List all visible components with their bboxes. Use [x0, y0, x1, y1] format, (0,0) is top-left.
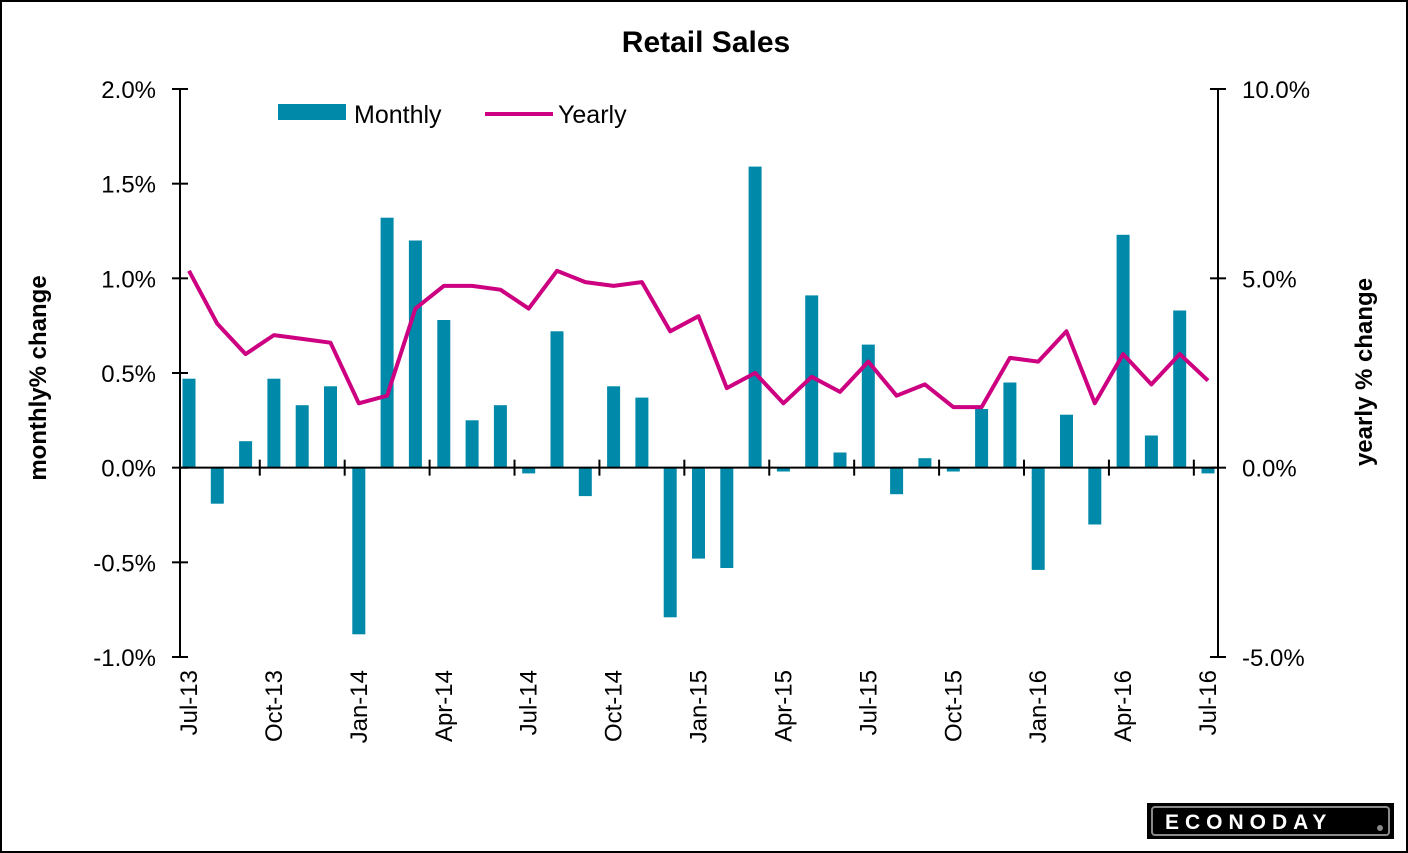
- bar-monthly-apr-16: [1116, 234, 1130, 468]
- bar-monthly-jul-15: [861, 344, 875, 468]
- bar-monthly-may-14: [465, 420, 479, 468]
- logo-background: [1147, 803, 1394, 839]
- bar-monthly-jun-14: [493, 405, 507, 468]
- bar-monthly-sep-14: [578, 467, 592, 497]
- y-tick-label-left: 1.5%: [101, 172, 156, 199]
- bar-monthly-nov-14: [635, 397, 649, 468]
- bar-monthly-aug-14: [550, 331, 564, 468]
- bar-monthly-feb-16: [1060, 414, 1073, 468]
- logo-text: ECONODAY: [1165, 811, 1332, 834]
- bar-monthly-oct-14: [607, 386, 621, 468]
- bar-monthly-oct-13: [267, 378, 281, 468]
- x-tick-label: Jan-16: [1025, 670, 1052, 743]
- bar-monthly-oct-15: [946, 467, 960, 472]
- bar-monthly-aug-13: [210, 467, 224, 504]
- y-tick-label-left: 0.5%: [101, 361, 156, 388]
- x-tick-label: Jan-14: [346, 670, 373, 743]
- bar-monthly-jan-14: [352, 467, 366, 635]
- x-tick-label: Oct-15: [940, 670, 967, 742]
- bar-monthly-jun-15: [833, 452, 847, 468]
- x-tick-label: Jul-13: [176, 670, 203, 735]
- y-axis-label-left: monthly% change: [25, 275, 52, 480]
- bar-monthly-jul-14: [522, 467, 536, 474]
- bar-monthly-aug-15: [890, 467, 904, 495]
- bar-monthly-sep-13: [239, 441, 253, 468]
- bar-monthly-may-16: [1144, 435, 1158, 468]
- bar-monthly-dec-14: [663, 467, 677, 618]
- x-tick-label: Apr-15: [770, 670, 797, 742]
- bar-monthly-jul-16: [1201, 467, 1215, 474]
- bar-monthly-apr-14: [437, 320, 451, 468]
- bar-monthly-mar-15: [748, 166, 762, 468]
- y-tick-label-right: 10.0%: [1242, 77, 1310, 104]
- bar-monthly-jan-16: [1031, 467, 1045, 570]
- line-yearly: [187, 268, 1210, 410]
- y-tick-label-right: -5.0%: [1242, 645, 1305, 672]
- bar-monthly-feb-14: [380, 217, 394, 468]
- x-tick-label: Oct-13: [261, 670, 288, 742]
- legend-monthly-label: Monthly: [354, 101, 442, 129]
- legend-yearly-label: Yearly: [558, 101, 627, 129]
- chart-title: Retail Sales: [622, 26, 790, 59]
- bar-monthly-may-15: [805, 295, 819, 468]
- bar-monthly-dec-15: [1003, 382, 1017, 468]
- bar-monthly-mar-16: [1088, 467, 1102, 525]
- bar-monthly-sep-15: [918, 458, 932, 468]
- x-tick-label: Jul-15: [855, 670, 882, 735]
- econoday-logo: ECONODAY: [1147, 803, 1394, 839]
- x-tick-label: Jul-16: [1195, 670, 1222, 735]
- x-tick-label: Apr-14: [431, 670, 458, 742]
- bar-monthly-mar-14: [408, 240, 422, 468]
- y-tick-label-left: -1.0%: [93, 645, 156, 672]
- bar-monthly-nov-13: [295, 405, 309, 468]
- y-tick-label-left: 0.0%: [101, 456, 156, 483]
- x-tick-label: Jan-15: [686, 670, 713, 743]
- legend-monthly-swatch: [278, 104, 346, 120]
- bar-monthly-feb-15: [720, 467, 734, 568]
- bar-monthly-dec-13: [324, 386, 337, 468]
- y-tick-label-right: 5.0%: [1242, 266, 1297, 293]
- y-tick-label-left: -0.5%: [93, 550, 156, 577]
- bar-monthly-jun-16: [1173, 310, 1187, 468]
- x-tick-label: Jul-14: [516, 670, 543, 735]
- bar-monthly-jan-15: [692, 467, 705, 559]
- logo-border: [1151, 806, 1390, 836]
- legend: Monthly Yearly: [278, 101, 627, 129]
- x-tick-label: Apr-16: [1110, 670, 1137, 742]
- bar-monthly-jul-13: [182, 378, 196, 468]
- bar-monthly-nov-15: [975, 409, 989, 468]
- y-tick-label-left: 2.0%: [101, 77, 156, 104]
- bar-monthly-apr-15: [776, 467, 790, 472]
- logo-registered-dot: [1377, 825, 1383, 831]
- y-tick-label-left: 1.0%: [101, 266, 156, 293]
- x-tick-label: Oct-14: [601, 670, 628, 742]
- y-axis-label-right: yearly % change: [1351, 278, 1378, 466]
- y-tick-label-right: 0.0%: [1242, 456, 1297, 483]
